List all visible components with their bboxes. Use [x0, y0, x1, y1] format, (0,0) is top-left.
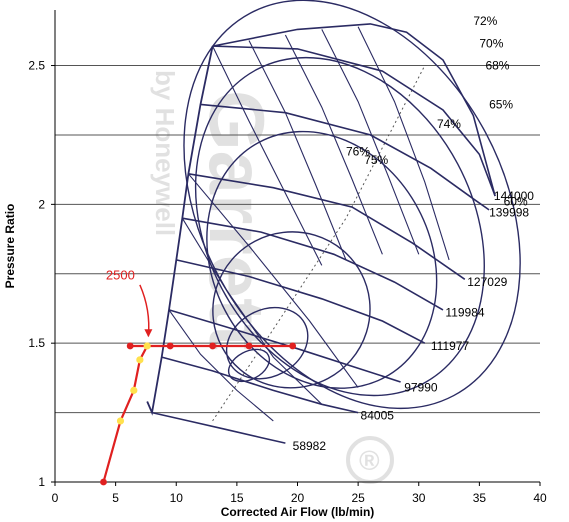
operating-point-yellow [116, 417, 125, 425]
surge-line [146, 45, 214, 416]
operating-point-red [166, 342, 174, 350]
auxiliary-line [187, 173, 359, 388]
auxiliary-line [248, 40, 347, 261]
watermark-sub: by Honeywell [150, 70, 180, 236]
auxiliary-line [212, 45, 323, 266]
speed-line [188, 173, 466, 280]
operating-point-red [100, 478, 107, 486]
y-axis-title: Pressure Ratio [3, 204, 17, 289]
y-tick-label: 2 [38, 197, 45, 211]
y-tick-label: 1 [38, 475, 45, 489]
x-tick-label: 15 [230, 491, 244, 505]
speed-label: 139998 [489, 206, 529, 220]
auxiliary-line [181, 217, 323, 405]
x-axis-title: Corrected Air Flow (lb/min) [221, 505, 375, 519]
speed-label: 97990 [404, 381, 438, 395]
operating-point-red [245, 342, 253, 350]
x-tick-label: 25 [351, 491, 365, 505]
auxiliary-line [357, 26, 450, 261]
x-tick-label: 30 [412, 491, 426, 505]
operating-point-red [209, 342, 217, 350]
auxiliary-line [321, 29, 420, 255]
speed-line [161, 356, 359, 414]
operating-label: 2500 [106, 267, 135, 282]
x-tick-label: 20 [291, 491, 305, 505]
speed-line [200, 103, 490, 211]
speed-label: 119984 [445, 306, 484, 320]
speed-label: 127029 [467, 275, 507, 289]
efficiency-island [194, 56, 485, 397]
map-curves-group [146, 0, 521, 444]
speed-line [176, 259, 426, 344]
operating-point-yellow [136, 356, 144, 364]
x-tick-label: 35 [473, 491, 487, 505]
efficiency-label: 74% [437, 117, 461, 131]
operating-point-red [126, 342, 134, 350]
x-tick-label: 40 [533, 491, 547, 505]
efficiency-label: 68% [485, 59, 509, 73]
speed-line [168, 309, 401, 383]
speed-label: 144000 [494, 189, 534, 203]
efficiency-label: 72% [473, 14, 497, 28]
operating-label-arrow [139, 284, 150, 337]
auxiliary-line [168, 309, 274, 422]
operating-point-yellow [143, 342, 151, 350]
efficiency-label: 60% [504, 195, 528, 209]
x-tick-label: 10 [170, 491, 184, 505]
y-tick-label: 1.5 [28, 336, 45, 350]
x-tick-label: 0 [52, 491, 59, 505]
efficiency-label: 70% [479, 36, 503, 50]
speed-line [182, 217, 444, 311]
auxiliary-line [284, 34, 383, 255]
y-tick-label: 2.5 [28, 59, 45, 73]
speed-label: 84005 [361, 408, 395, 422]
speed-label: 111977 [431, 339, 470, 353]
operating-label-arrowhead [144, 329, 153, 338]
envelope-line [212, 23, 496, 197]
x-tick-label: 5 [112, 491, 119, 505]
efficiency-label: 76% [346, 145, 370, 159]
efficiency-island [183, 0, 521, 410]
efficiency-label: 65% [489, 97, 513, 111]
operating-point-red [289, 342, 297, 350]
peak-efficiency-line [212, 65, 426, 422]
efficiency-label: 75% [364, 153, 388, 167]
operating-point-yellow [130, 386, 138, 394]
watermark-mark: ® [359, 445, 380, 476]
speed-line [212, 45, 496, 197]
speed-label: 58982 [293, 439, 327, 453]
speed-line [151, 411, 286, 444]
